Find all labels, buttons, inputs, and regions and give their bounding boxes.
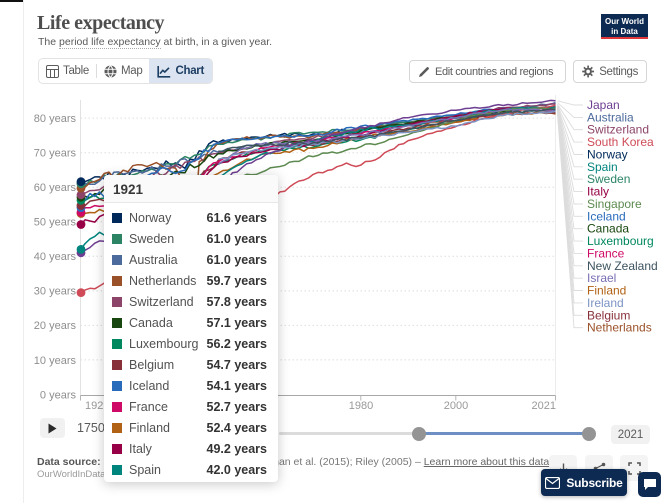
svg-text:Japan: Japan xyxy=(587,98,620,112)
svg-text:30 years: 30 years xyxy=(34,286,77,298)
svg-text:France: France xyxy=(587,246,625,260)
svg-text:20 years: 20 years xyxy=(34,320,77,332)
svg-text:1980: 1980 xyxy=(349,400,373,412)
svg-text:Netherlands: Netherlands xyxy=(587,321,652,335)
svg-text:80 years: 80 years xyxy=(34,113,77,125)
svg-text:Ireland: Ireland xyxy=(587,296,624,310)
svg-text:Iceland: Iceland xyxy=(587,209,626,223)
svg-text:10 years: 10 years xyxy=(34,355,77,367)
svg-text:South Korea: South Korea xyxy=(587,135,654,149)
svg-text:2000: 2000 xyxy=(444,400,468,412)
svg-text:Luxembourg: Luxembourg xyxy=(587,234,654,248)
svg-text:40 years: 40 years xyxy=(34,251,77,263)
svg-text:Australia: Australia xyxy=(587,110,634,124)
svg-text:50 years: 50 years xyxy=(34,217,77,229)
svg-text:Canada: Canada xyxy=(587,222,629,236)
svg-text:Finland: Finland xyxy=(587,284,626,298)
svg-text:1921: 1921 xyxy=(85,400,109,412)
svg-text:Spain: Spain xyxy=(587,160,618,174)
svg-text:Switzerland: Switzerland xyxy=(587,123,649,137)
svg-text:Italy: Italy xyxy=(587,185,609,199)
svg-text:Singapore: Singapore xyxy=(587,197,642,211)
svg-text:0 years: 0 years xyxy=(40,389,77,401)
svg-text:2021: 2021 xyxy=(532,400,556,412)
svg-text:Norway: Norway xyxy=(587,148,628,162)
svg-text:60 years: 60 years xyxy=(34,182,77,194)
svg-text:70 years: 70 years xyxy=(34,148,77,160)
svg-text:Israel: Israel xyxy=(587,271,616,285)
svg-text:Sweden: Sweden xyxy=(587,172,630,186)
svg-text:New Zealand: New Zealand xyxy=(587,259,658,273)
svg-text:Belgium: Belgium xyxy=(587,308,630,322)
